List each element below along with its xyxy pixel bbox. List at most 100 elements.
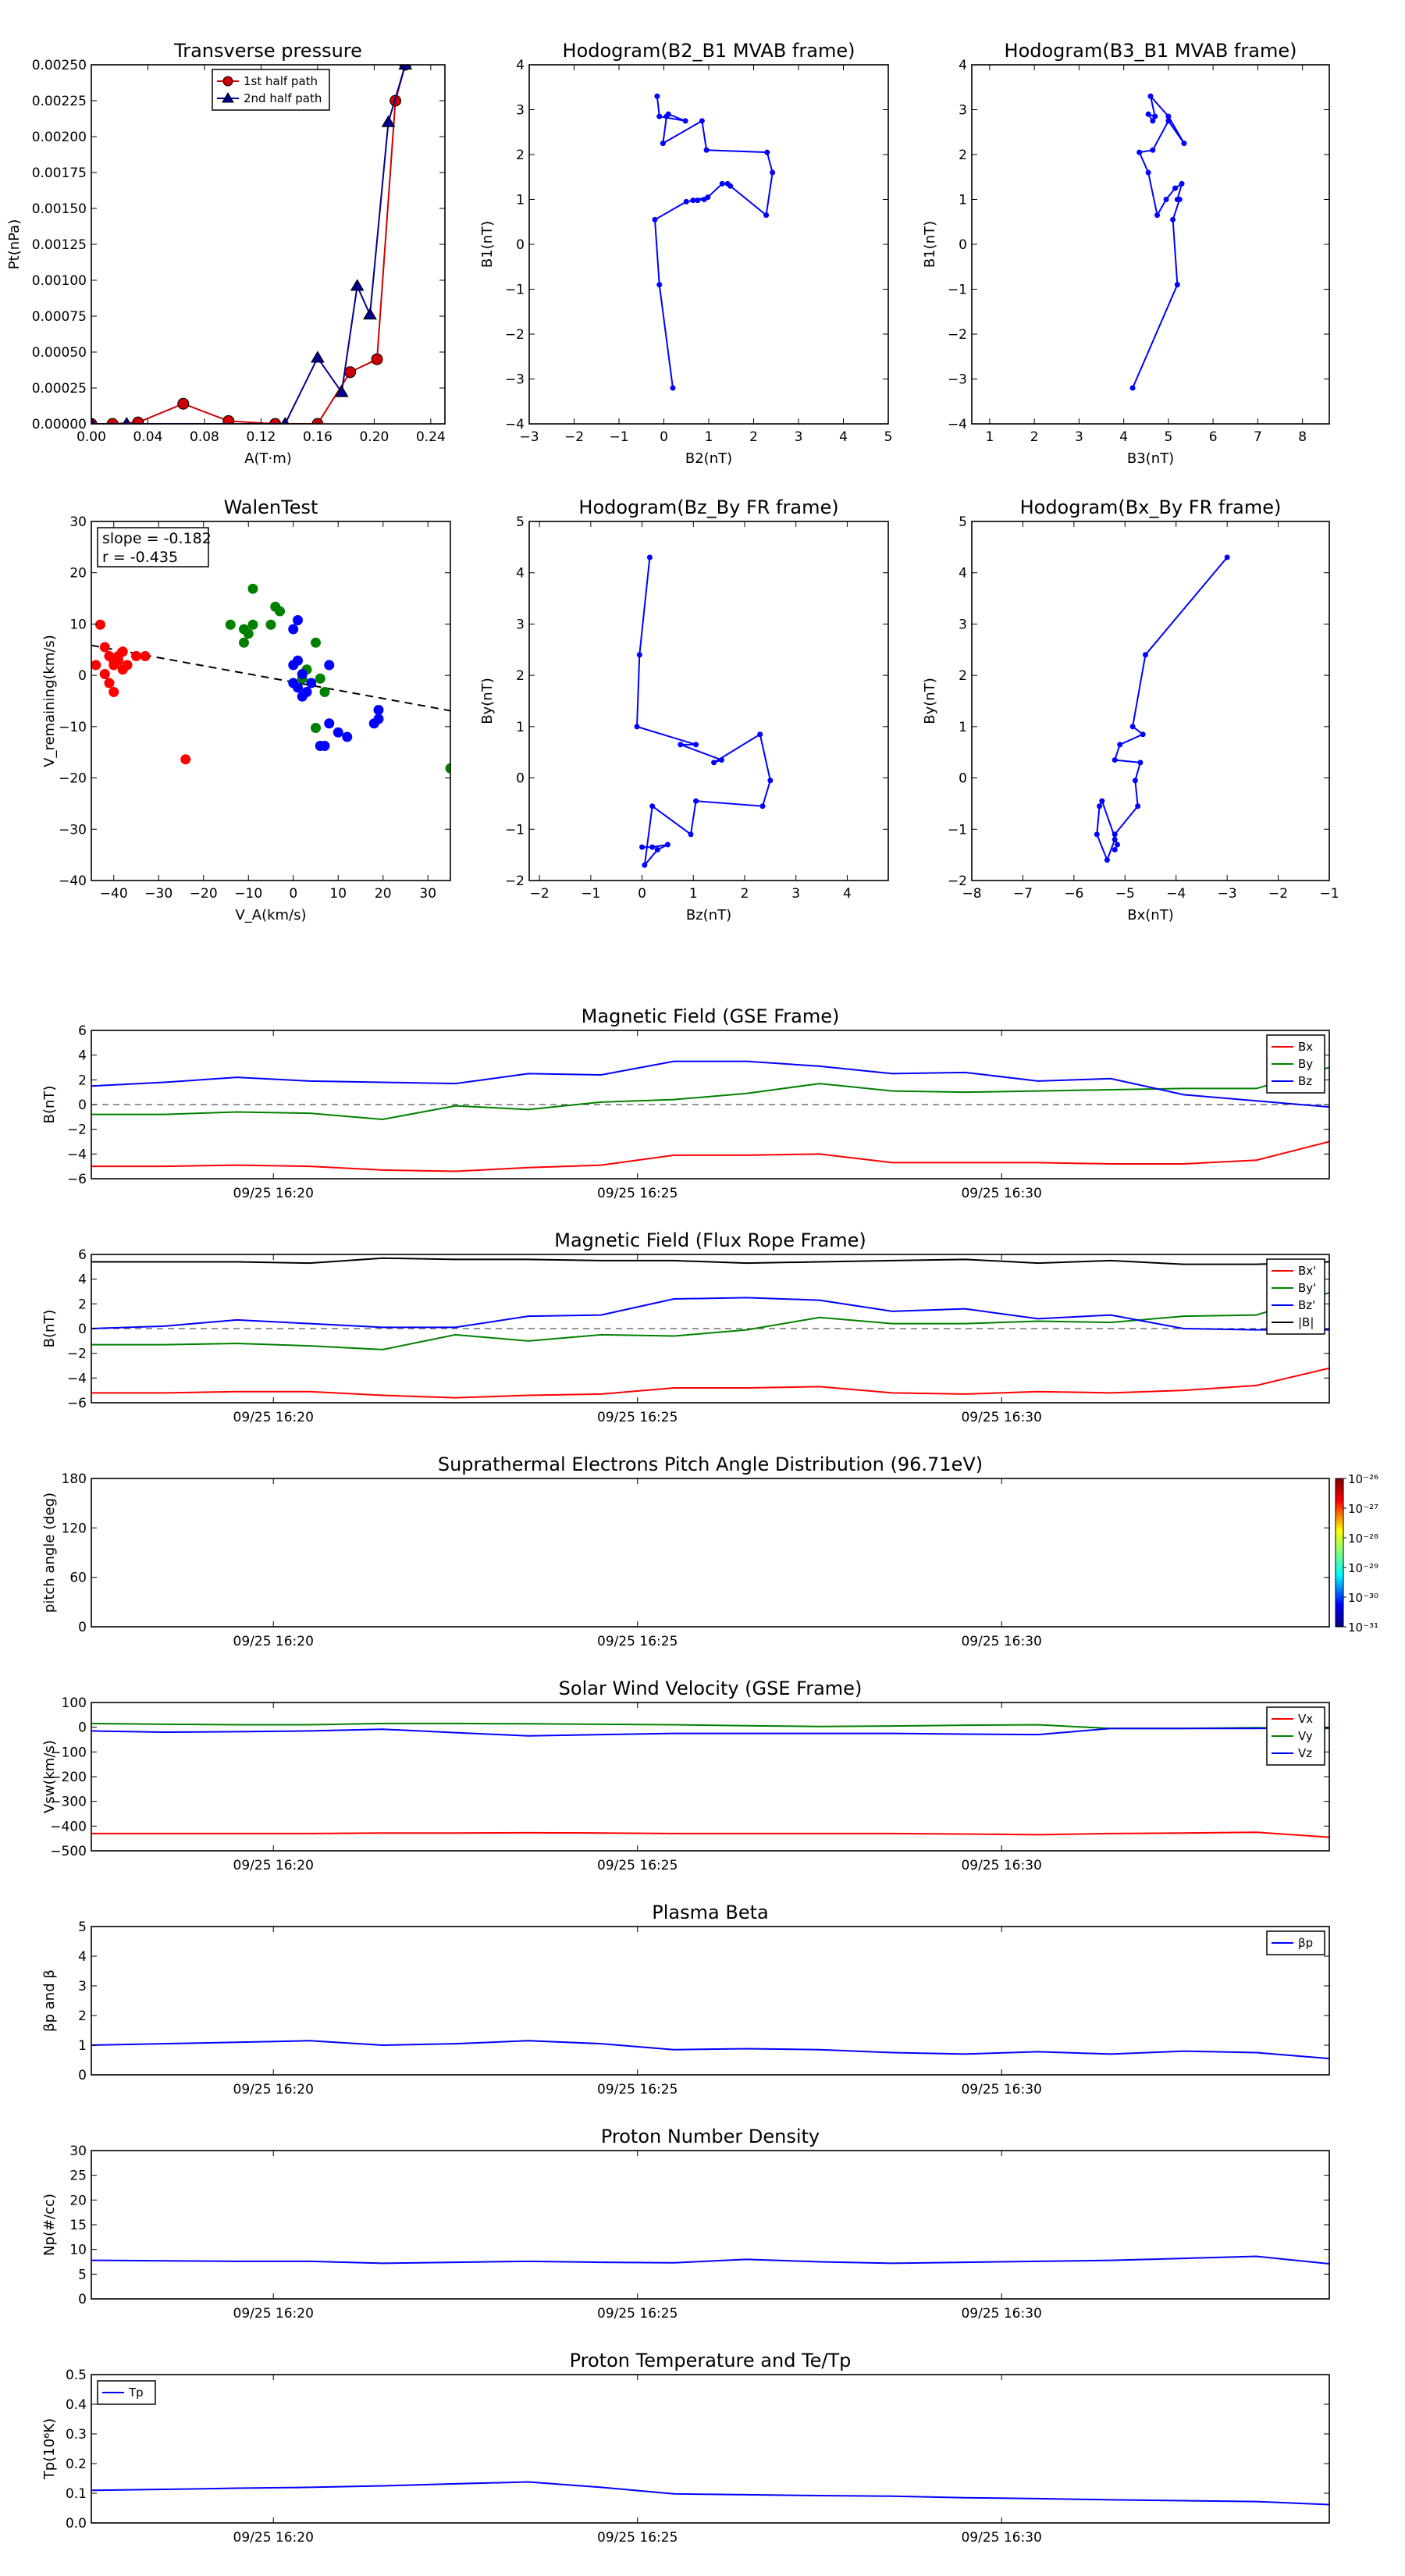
fit-line bbox=[91, 644, 450, 712]
data-point bbox=[344, 366, 357, 379]
plot-area bbox=[91, 1257, 1329, 1399]
scatter-point bbox=[91, 660, 101, 671]
y-tick-label: 0 bbox=[959, 771, 967, 787]
data-point bbox=[1165, 118, 1172, 124]
x-axis-label: Bx(nT) bbox=[1127, 907, 1173, 923]
axes-frame bbox=[91, 2150, 1330, 2300]
axes-frame bbox=[91, 1478, 1330, 1628]
y-tick-label: −2 bbox=[67, 1123, 87, 1138]
y-tick-label: −2 bbox=[948, 873, 967, 889]
y-tick-label: 10 bbox=[69, 2243, 87, 2258]
data-point bbox=[1094, 831, 1100, 838]
y-tick-label: 4 bbox=[78, 1048, 87, 1064]
x-tick-label: 09/25 16:30 bbox=[961, 2306, 1041, 2322]
y-tick-label: 0 bbox=[78, 2292, 87, 2307]
data-point bbox=[764, 149, 770, 155]
x-tick-label: 0.24 bbox=[416, 429, 446, 445]
data-point bbox=[656, 113, 663, 119]
y-tick-label: 2 bbox=[959, 148, 967, 163]
y-axis-label: B(nT) bbox=[41, 1086, 58, 1124]
data-point bbox=[1112, 847, 1118, 853]
data-point bbox=[649, 844, 656, 850]
plot-area bbox=[91, 2040, 1329, 2060]
y-tick-label: −10 bbox=[59, 720, 87, 735]
legend-entry: Vz bbox=[1298, 1746, 1312, 1760]
y-tick-label: 2 bbox=[78, 2008, 87, 2024]
series-line-Vx bbox=[91, 1831, 1329, 1838]
y-tick-label: −3 bbox=[505, 372, 525, 388]
scatter-point bbox=[108, 655, 119, 666]
x-tick-label: −4 bbox=[1166, 886, 1186, 902]
x-axis-label: B3(nT) bbox=[1127, 450, 1174, 467]
data-point bbox=[665, 111, 671, 117]
y-tick-label: 3 bbox=[516, 103, 525, 119]
x-tick-label: 3 bbox=[795, 429, 803, 445]
x-tick-label: 09/25 16:20 bbox=[233, 1410, 314, 1425]
data-point bbox=[123, 417, 131, 424]
x-tick-label: 1 bbox=[689, 886, 698, 902]
y-tick-label: −2 bbox=[67, 1347, 87, 1362]
legend-box bbox=[97, 2380, 156, 2405]
data-point bbox=[654, 93, 660, 99]
y-tick-label: −4 bbox=[67, 1147, 87, 1162]
data-point bbox=[757, 731, 763, 738]
chart-title: Suprathermal Electrons Pitch Angle Distr… bbox=[438, 1453, 983, 1475]
plot-area bbox=[91, 2255, 1329, 2265]
y-tick-label: 0.3 bbox=[66, 2427, 87, 2443]
y-tick-label: 4 bbox=[78, 1272, 87, 1288]
y-tick-label: 5 bbox=[78, 1920, 87, 1935]
axes-frame bbox=[971, 521, 1330, 881]
data-point bbox=[222, 415, 235, 424]
x-tick-label: 2 bbox=[1030, 429, 1039, 445]
y-tick-label: −20 bbox=[59, 771, 87, 787]
x-tick-label: 2 bbox=[749, 429, 758, 445]
colorbar-label: 10⁻²⁸ bbox=[1348, 1532, 1378, 1546]
data-point bbox=[1181, 141, 1187, 147]
x-tick-label: 4 bbox=[839, 429, 848, 445]
y-tick-label: −2 bbox=[948, 327, 967, 343]
scatter-point bbox=[180, 754, 191, 765]
y-tick-label: 10 bbox=[69, 617, 87, 632]
scatter-point bbox=[297, 669, 308, 679]
scatter-point bbox=[333, 727, 343, 738]
scatter-point bbox=[108, 687, 119, 697]
legend-entry: Bx' bbox=[1298, 1264, 1316, 1278]
data-point bbox=[1097, 803, 1103, 809]
x-tick-label: 09/25 16:20 bbox=[233, 2306, 314, 2322]
scatter-point bbox=[293, 682, 303, 693]
data-point bbox=[1132, 777, 1138, 784]
colorbar bbox=[1335, 1478, 1344, 1628]
y-axis-label: By(nT) bbox=[479, 678, 496, 724]
data-point bbox=[1174, 282, 1180, 288]
y-axis-label: B1(nT) bbox=[479, 221, 496, 268]
y-tick-label: 0.00000 bbox=[32, 417, 87, 432]
x-tick-label: 09/25 16:30 bbox=[961, 1186, 1041, 1201]
legend-marker bbox=[222, 76, 233, 87]
data-point bbox=[1112, 831, 1118, 838]
data-point bbox=[652, 216, 658, 222]
data-point bbox=[1112, 757, 1118, 763]
x-tick-label: 7 bbox=[1254, 429, 1262, 445]
plot-area bbox=[91, 1060, 1329, 1172]
data-point bbox=[719, 180, 725, 187]
scatter-point bbox=[315, 673, 325, 684]
x-tick-label: −8 bbox=[962, 886, 981, 902]
colorbar-label: 10⁻²⁹ bbox=[1348, 1561, 1378, 1575]
data-point bbox=[1152, 113, 1158, 119]
series-line-By' bbox=[91, 1292, 1329, 1350]
axes-frame bbox=[528, 64, 889, 425]
y-tick-label: 0 bbox=[516, 237, 525, 253]
legend-marker bbox=[222, 92, 234, 103]
y-tick-label: 0.00050 bbox=[32, 345, 87, 361]
data-point bbox=[682, 118, 688, 124]
y-tick-label: 0.4 bbox=[66, 2397, 87, 2413]
x-tick-label: 09/25 16:25 bbox=[597, 1186, 678, 1201]
chart-title: WalenTest bbox=[224, 496, 318, 518]
legend-entry: Bx bbox=[1298, 1040, 1313, 1054]
data-point bbox=[1170, 216, 1176, 222]
y-tick-label: −300 bbox=[50, 1795, 87, 1810]
chart-title: Plasma Beta bbox=[652, 1902, 768, 1923]
data-point bbox=[718, 757, 724, 763]
scatter-point bbox=[306, 678, 317, 688]
data-point bbox=[1154, 212, 1161, 219]
